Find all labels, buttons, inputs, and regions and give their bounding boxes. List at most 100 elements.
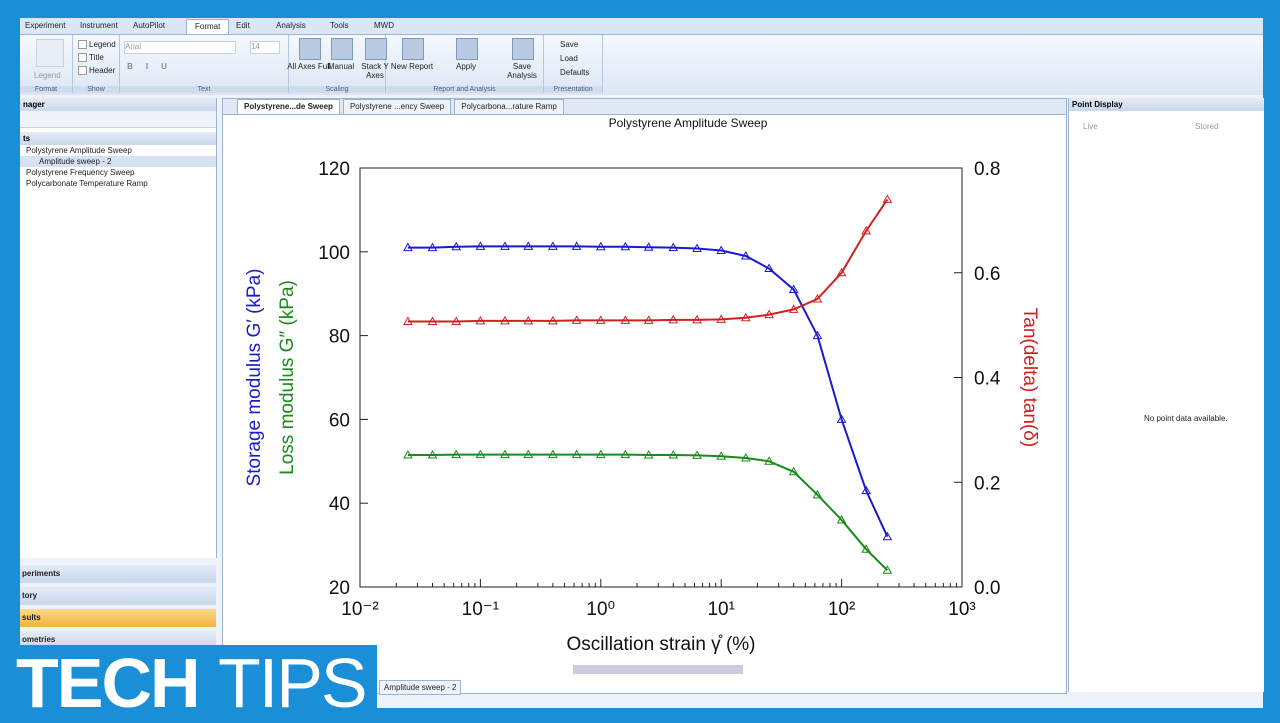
icon[interactable] [299,38,321,60]
ribbon-button[interactable]: Apply [455,62,476,71]
ribbon-tab[interactable]: Experiment [25,21,66,30]
ribbon-button[interactable]: All Axes Full [287,62,331,71]
data-point [740,452,751,462]
data-point [523,315,534,325]
ribbon-button[interactable]: New Report [390,62,434,71]
data-point [836,414,847,423]
panel-toolbar [20,111,216,128]
font-box[interactable]: Arial [124,41,236,54]
icon[interactable] [512,38,534,60]
data-point [643,242,654,251]
x-tick-label: 10⁰ [586,599,615,620]
tree-item[interactable]: Amplitude sweep - 2 [20,156,216,167]
section-header[interactable]: periments [20,565,216,583]
icon[interactable] [331,38,353,60]
y2-tick-label: 0.6 [974,264,1000,285]
ribbon-tab[interactable]: MWD [374,21,394,30]
data-point [861,544,872,553]
y2-tick-label: 0.8 [974,159,1000,180]
ribbon-tab[interactable]: Edit [236,21,250,30]
ribbon-tab[interactable]: Analysis [276,21,306,30]
y-axis-label: Storage modulus G′ (kPa) [244,269,265,487]
format-button[interactable]: I [145,62,149,71]
data-point [595,241,606,251]
y2-axis-label: Tan(delta) tan(δ) [1019,308,1040,447]
tree-item[interactable]: Polystyrene Frequency Sweep [26,168,135,177]
format-button[interactable]: B [127,62,133,71]
series-line [407,198,889,323]
ribbon-tab[interactable]: Format [186,19,230,34]
group-label: Scaling [289,86,385,93]
data-point [692,450,702,459]
checkbox[interactable]: Header [89,66,116,75]
data-point [764,263,774,273]
ribbon-button[interactable]: Save [560,40,579,49]
series-line [407,453,889,571]
data-point [716,245,727,255]
doc-tab[interactable]: Polystyrene...de Sweep [237,99,340,114]
data-point [764,309,774,319]
series-line [407,245,889,538]
logo-tips: TIPS [218,644,368,722]
data-point [548,449,558,459]
data-point [692,314,702,324]
x-tick-label: 10³ [948,599,975,620]
live-option[interactable]: Live [1083,122,1098,131]
ribbon-tab[interactable]: AutoPilot [133,21,166,30]
icon[interactable] [456,38,478,60]
y-tick-label: 20 [329,578,350,599]
data-point [523,241,534,250]
legend-button[interactable]: Legend [34,71,61,80]
data-point [788,284,799,294]
checkbox-box[interactable] [78,53,87,62]
checkbox-box[interactable] [78,40,87,49]
size-box[interactable]: 14 [250,41,280,54]
data-point [643,450,654,459]
data-point [764,456,774,465]
ribbon-button[interactable]: Stack Y Axes [361,62,389,80]
format-button[interactable]: U [161,62,167,71]
data-point [403,316,413,325]
section-header[interactable]: ometries [20,631,216,649]
format-group: Legend Format [20,35,73,93]
ribbon-button[interactable]: Save Analysis [507,62,537,80]
data-point [788,466,799,476]
group-label: Report and Analysis [386,86,543,93]
checkbox[interactable]: Legend [89,40,116,49]
data-point [788,304,799,313]
y2-tick-label: 0.4 [974,369,1001,390]
data-point [668,314,679,324]
icon[interactable] [365,38,387,60]
tree-header: ts [20,132,216,145]
doc-tabs: Polystyrene...de Sweep Polystyrene ...enc… [223,99,1066,115]
section-header[interactable]: sults [20,609,216,627]
tree-item[interactable]: Polycarbonate Temperature Ramp [26,179,148,188]
scrollbar [573,665,743,674]
bottom-tab[interactable]: Amplitude sweep - 2 [379,680,462,695]
data-point [861,485,872,495]
section-header[interactable]: tory [20,587,216,605]
checkbox-box[interactable] [78,66,87,75]
y-tick-label: 100 [318,243,350,264]
tree-item[interactable]: Polystyrene Amplitude Sweep [26,146,132,155]
doc-tab[interactable]: Polycarbona...rature Ramp [454,99,564,114]
data-point [427,242,438,252]
doc-tab[interactable]: Polystyrene ...ency Sweep [342,99,452,114]
data-point [571,241,582,250]
ribbon-tab[interactable]: Instrument [80,21,118,30]
data-point [571,315,582,324]
stored-option[interactable]: Stored [1195,122,1219,131]
icon[interactable] [402,38,424,60]
message: No point data available. [1144,414,1228,423]
y2-tick-label: 0.2 [974,473,1000,494]
checkbox[interactable]: Title [89,53,104,62]
presentation-group: Presentation Save Load Defaults [544,35,603,93]
point-display: Point Display Live Stored No point data … [1068,98,1264,692]
ribbon-button[interactable]: Load [560,54,578,63]
data-point [500,449,510,459]
ribbon-tab[interactable]: Tools [330,21,349,30]
ribbon-button[interactable]: Defaults [560,68,590,77]
ribbon-button[interactable]: Manual [327,62,355,71]
data-point [620,315,631,324]
data-point [500,315,510,325]
